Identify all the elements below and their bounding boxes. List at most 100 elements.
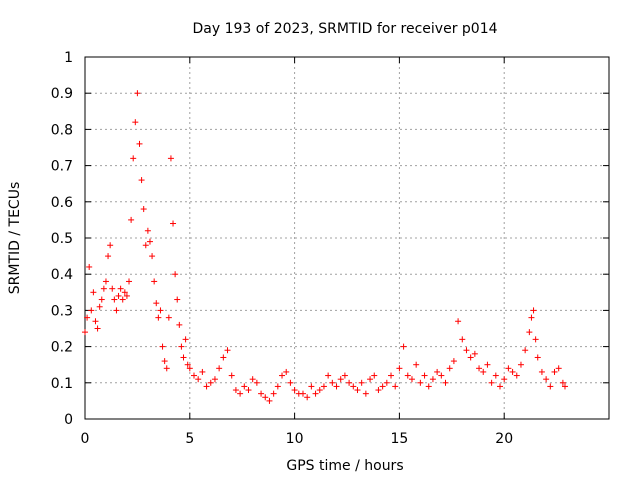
data-point	[94, 325, 101, 332]
data-point	[404, 372, 411, 379]
data-point	[528, 314, 535, 321]
data-point	[220, 354, 227, 361]
y-tick-label: 0	[64, 412, 73, 428]
data-point	[442, 379, 449, 386]
y-tick-label: 0.8	[51, 122, 73, 138]
data-point	[155, 314, 162, 321]
data-point	[513, 372, 520, 379]
data-point	[362, 390, 369, 397]
data-point	[102, 278, 109, 285]
data-point	[126, 278, 133, 285]
data-point	[425, 383, 432, 390]
data-point	[107, 242, 114, 249]
data-point	[371, 372, 378, 379]
data-point	[115, 292, 122, 299]
data-point	[488, 379, 495, 386]
data-point	[392, 383, 399, 390]
data-point	[283, 368, 290, 375]
y-tick-label: 0.1	[51, 376, 73, 392]
data-point	[279, 372, 286, 379]
data-point	[329, 379, 336, 386]
data-point	[367, 376, 374, 383]
data-point	[232, 387, 239, 394]
data-point	[176, 321, 183, 328]
data-point	[134, 90, 141, 97]
data-point	[429, 376, 436, 383]
data-point	[140, 206, 147, 213]
data-point	[325, 372, 332, 379]
x-tick-label: 10	[286, 431, 304, 447]
data-point	[228, 372, 235, 379]
data-point	[174, 296, 181, 303]
data-point	[130, 155, 137, 162]
data-point	[417, 379, 424, 386]
data-point	[274, 383, 281, 390]
data-point	[434, 368, 441, 375]
data-point	[555, 365, 562, 372]
y-tick-label: 0.4	[51, 267, 73, 283]
data-point	[337, 376, 344, 383]
data-point	[84, 314, 91, 321]
y-axis-label: SRMTID / TECUs	[7, 182, 23, 295]
data-point	[253, 379, 260, 386]
data-point	[153, 300, 160, 307]
data-point	[534, 354, 541, 361]
data-point	[450, 358, 457, 365]
data-point	[341, 372, 348, 379]
data-point	[308, 383, 315, 390]
data-point	[400, 343, 407, 350]
data-point	[291, 387, 298, 394]
data-point	[100, 285, 107, 292]
data-point	[167, 155, 174, 162]
data-point	[165, 314, 172, 321]
data-points	[82, 90, 568, 404]
y-tick-label: 0.3	[51, 303, 73, 319]
x-tick-label: 15	[390, 431, 408, 447]
data-point	[413, 361, 420, 368]
y-tick-label: 0.7	[51, 159, 73, 175]
data-point	[350, 383, 357, 390]
data-point	[119, 296, 126, 303]
data-point	[182, 336, 189, 343]
data-point	[476, 365, 483, 372]
data-point	[216, 365, 223, 372]
data-point	[92, 318, 99, 325]
data-point	[163, 365, 170, 372]
data-point	[132, 119, 139, 126]
data-point	[245, 387, 252, 394]
data-point	[543, 376, 550, 383]
data-point	[354, 387, 361, 394]
y-tick-label: 0.6	[51, 195, 73, 211]
data-point	[559, 379, 566, 386]
data-point	[333, 383, 340, 390]
data-point	[383, 379, 390, 386]
x-axis-label: GPS time / hours	[286, 458, 403, 474]
data-point	[237, 390, 244, 397]
y-tick-label: 0.5	[51, 231, 73, 247]
x-tick-label: 5	[185, 431, 194, 447]
data-point	[471, 350, 478, 357]
data-point	[484, 361, 491, 368]
data-point	[299, 390, 306, 397]
data-point	[522, 347, 529, 354]
data-point	[157, 307, 164, 314]
data-point	[438, 372, 445, 379]
data-point	[396, 365, 403, 372]
data-point	[408, 376, 415, 383]
data-point	[509, 368, 516, 375]
data-point	[505, 365, 512, 372]
data-point	[530, 307, 537, 314]
data-point	[149, 253, 156, 260]
data-point	[480, 368, 487, 375]
data-point	[455, 318, 462, 325]
data-point	[224, 347, 231, 354]
axis-ticks: 00.10.20.30.40.50.60.70.80.910 5 10 15 20	[51, 50, 609, 447]
data-point	[538, 368, 545, 375]
data-point	[463, 347, 470, 354]
data-point	[312, 390, 319, 397]
y-tick-label: 0.9	[51, 86, 73, 102]
data-point	[98, 296, 105, 303]
data-point	[180, 354, 187, 361]
data-point	[551, 368, 558, 375]
data-point	[136, 140, 143, 147]
